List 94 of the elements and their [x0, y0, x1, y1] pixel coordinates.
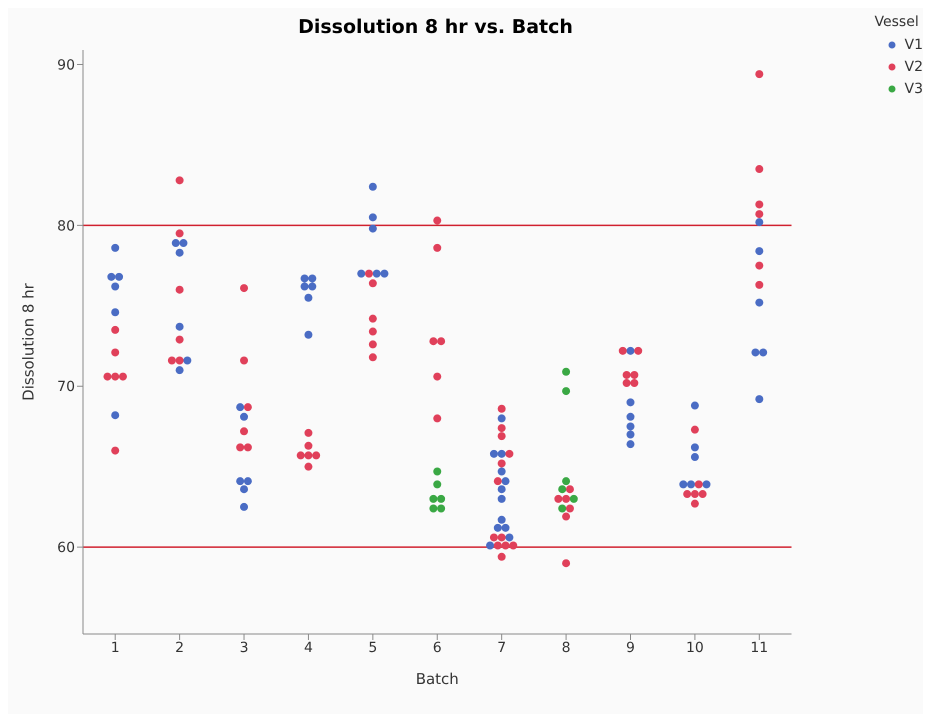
point: [502, 477, 510, 486]
point: [755, 247, 764, 256]
x-tick-label: 5: [368, 640, 378, 656]
point: [172, 239, 180, 248]
x-tick-label: 9: [626, 640, 635, 656]
y-tick-label: 60: [57, 540, 75, 556]
point: [498, 516, 506, 524]
point: [308, 274, 316, 282]
x-tick-label: 10: [686, 640, 704, 656]
point: [490, 450, 498, 458]
point: [183, 356, 192, 364]
point: [690, 443, 699, 452]
point: [558, 504, 566, 513]
y-tick-label: 80: [57, 218, 75, 234]
point: [179, 239, 188, 248]
point: [433, 468, 442, 476]
point: [308, 282, 316, 290]
point: [300, 282, 309, 290]
point: [429, 494, 438, 503]
point: [437, 494, 446, 503]
point: [502, 524, 510, 532]
point: [570, 494, 578, 503]
point: [562, 368, 570, 376]
point: [368, 213, 377, 222]
point: [751, 348, 760, 356]
point: [437, 504, 446, 513]
point: [176, 322, 184, 331]
point: [690, 402, 699, 410]
point: [498, 494, 506, 503]
point: [111, 308, 120, 316]
point: [111, 282, 120, 290]
point: [562, 387, 570, 396]
point: [176, 248, 184, 257]
point: [300, 274, 309, 282]
point: [626, 346, 634, 355]
point: [626, 422, 634, 430]
point: [111, 244, 120, 252]
point: [498, 468, 506, 476]
point: [759, 348, 768, 356]
legend-label: V3: [904, 80, 923, 99]
x-tick-label: 6: [432, 640, 442, 656]
point: [626, 430, 634, 439]
point: [111, 411, 120, 420]
point: [240, 502, 248, 511]
point: [626, 440, 634, 448]
point: [236, 403, 244, 412]
legend-label: V1: [904, 36, 923, 55]
point: [562, 477, 570, 486]
point: [372, 270, 381, 278]
x-axis-title: Batch: [416, 670, 459, 688]
y-axis-title: Dissolution 8 hr: [19, 282, 38, 401]
chart-title: Dissolution 8 hr vs. Batch: [298, 16, 573, 38]
x-tick-label: 7: [497, 640, 506, 656]
legend-label: V2: [904, 58, 923, 77]
point: [236, 477, 244, 486]
point: [380, 270, 388, 278]
point: [687, 480, 696, 488]
point: [107, 272, 116, 281]
point: [498, 414, 506, 422]
point: [690, 453, 699, 462]
point: [368, 224, 377, 233]
y-tick-label: 90: [57, 57, 75, 74]
point: [626, 398, 634, 406]
point: [755, 218, 764, 226]
point: [244, 477, 252, 486]
point: [558, 485, 566, 494]
point: [357, 270, 366, 278]
point: [626, 412, 634, 421]
point: [240, 485, 248, 494]
point: [755, 395, 764, 404]
x-tick-label: 4: [304, 640, 313, 656]
point: [304, 330, 312, 339]
point: [304, 294, 312, 302]
x-tick-label: 11: [750, 640, 768, 656]
legend-title: Vessel: [874, 14, 920, 30]
x-tick-label: 3: [240, 640, 248, 656]
point: [702, 480, 710, 488]
point: [755, 298, 764, 307]
point: [498, 450, 506, 458]
point: [679, 480, 688, 488]
point: [115, 272, 124, 281]
point: [368, 182, 377, 191]
point: [505, 533, 514, 542]
point: [498, 485, 506, 494]
x-tick-label: 8: [562, 640, 571, 656]
point: [176, 366, 184, 374]
point: [433, 480, 442, 488]
x-tick-label: 1: [110, 640, 120, 656]
y-tick-label: 70: [57, 379, 75, 396]
x-tick-label: 2: [175, 640, 184, 656]
point: [429, 504, 438, 513]
point: [240, 412, 248, 421]
point: [486, 542, 494, 550]
point: [494, 524, 502, 532]
